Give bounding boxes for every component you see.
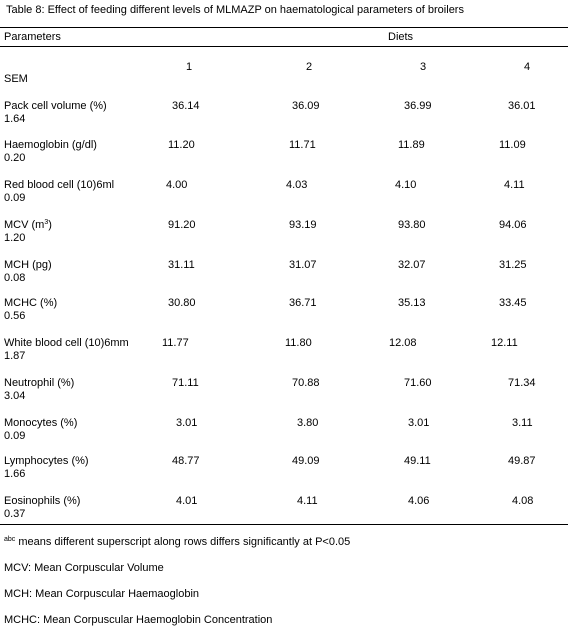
sem-value-cell: 1.87 [4,350,26,362]
sem-value-cell: 1.64 [4,113,26,125]
row-label: Neutrophil (%) [4,377,74,390]
bottom-rule [0,524,568,525]
parameters-header: Parameters [4,31,61,43]
diet-value-cell: 93.19 [289,219,317,231]
footnote-mcv: MCV: Mean Corpuscular Volume [4,562,164,574]
diet-value-cell: 4.03 [286,179,308,191]
diet-value-cell: 32.07 [398,259,426,271]
row-label-text: MCV (m [4,219,45,231]
diet-value-cell: 12.08 [389,337,417,349]
diet-value-cell: 36.71 [289,297,317,309]
row-label-superscript: 3 [44,219,49,226]
diet-value-cell: 36.14 [172,100,200,112]
diet-value-cell: 4.00 [166,179,188,191]
diet-value-cell: 71.60 [404,377,432,389]
row-label: Eosinophils (%) [4,495,80,508]
diet-value-cell: 31.25 [499,259,527,271]
sem-value-cell: 0.09 [4,430,26,442]
sem-value-cell: 0.08 [4,272,26,284]
diet-value-cell: 31.11 [168,259,195,271]
diet-value-cell: 11.71 [289,139,316,151]
diet-value-cell: 4.06 [408,495,430,507]
row-label-text: Monocytes (%) [4,417,78,429]
row-label-text: MCH (pg) [4,259,52,271]
diet-value-cell: 11.80 [285,337,312,349]
row-label: White blood cell (10)6mm [4,337,129,350]
sem-value-cell: 3.04 [4,390,26,402]
diet-value-cell: 4.01 [176,495,198,507]
diet-value-cell: 93.80 [398,219,426,231]
diet-value-cell: 48.77 [172,455,200,467]
diet-value-cell: 49.11 [404,455,431,467]
diet-value-cell: 4.08 [512,495,534,507]
diet-column-header: 4 [524,61,531,73]
top-rule [0,27,568,28]
diet-value-cell: 3.11 [512,417,533,429]
row-label: Haemoglobin (g/dl) [4,139,97,152]
row-label: MCH (pg) [4,259,52,272]
row-label: Monocytes (%) [4,417,77,430]
row-label: Pack cell volume (%) [4,100,107,113]
row-label-text: Pack cell volume (%) [4,100,107,112]
diet-value-cell: 11.09 [499,139,526,151]
diet-value-cell: 12.11 [491,337,518,349]
diet-value-cell: 33.45 [499,297,527,309]
diet-value-cell: 91.20 [168,219,196,231]
row-label-text: Eosinophils (%) [4,495,81,507]
row-label-text: Neutrophil (%) [4,377,75,389]
header-rule [0,46,568,47]
diet-column-header: 3 [420,61,427,73]
sem-value-cell: 0.56 [4,310,26,322]
row-label-text: MCHC (%) [4,297,58,309]
diet-value-cell: 4.10 [395,179,417,191]
row-label: MCV (m3) [4,219,52,232]
row-label-text: Lymphocytes (%) [4,455,89,467]
row-label-text: White blood cell (10)6mm [4,337,129,349]
diet-value-cell: 4.11 [504,179,525,191]
diet-value-cell: 70.88 [292,377,320,389]
diet-value-cell: 36.09 [292,100,320,112]
diet-value-cell: 31.07 [289,259,317,271]
diet-value-cell: 49.87 [508,455,536,467]
diet-value-cell: 3.80 [297,417,319,429]
sem-value-cell: 0.20 [4,152,26,164]
row-label-end: ) [48,219,52,231]
diet-column-header: 1 [186,61,193,73]
diet-column-header: 2 [306,61,313,73]
footnote-mchc: MCHC: Mean Corpuscular Haemoglobin Conce… [4,614,273,626]
footnote-mch: MCH: Mean Corpuscular Haemaoglobin [4,588,200,600]
table-caption: Table 8: Effect of feeding different lev… [6,4,464,16]
sem-header: SEM [4,73,28,85]
diet-value-cell: 35.13 [398,297,426,309]
diet-value-cell: 11.89 [398,139,425,151]
sem-value-cell: 0.37 [4,508,26,520]
diet-value-cell: 71.34 [508,377,536,389]
abc-superscript: abc [4,536,16,543]
row-label-text: Haemoglobin (g/dl) [4,139,97,151]
diet-value-cell: 71.11 [172,377,199,389]
diet-value-cell: 36.01 [508,100,536,112]
diet-value-cell: 3.01 [408,417,430,429]
diet-value-cell: 4.11 [297,495,318,507]
diet-value-cell: 3.01 [176,417,198,429]
diet-value-cell: 49.09 [292,455,320,467]
sem-value-cell: 1.20 [4,232,26,244]
row-label-text: Red blood cell (10)6ml [4,179,115,191]
diet-value-cell: 30.80 [168,297,196,309]
row-label: Red blood cell (10)6ml [4,179,114,192]
abc-footnote-text: means different superscript along rows d… [15,536,351,548]
diet-value-cell: 11.77 [162,337,189,349]
footnote-abc: abc means different superscript along ro… [4,536,350,549]
diet-value-cell: 36.99 [404,100,432,112]
sem-value-cell: 1.66 [4,468,26,480]
diet-value-cell: 94.06 [499,219,527,231]
row-label: MCHC (%) [4,297,57,310]
row-label: Lymphocytes (%) [4,455,89,468]
diet-value-cell: 11.20 [168,139,195,151]
diets-header: Diets [388,31,414,43]
sem-value-cell: 0.09 [4,192,26,204]
